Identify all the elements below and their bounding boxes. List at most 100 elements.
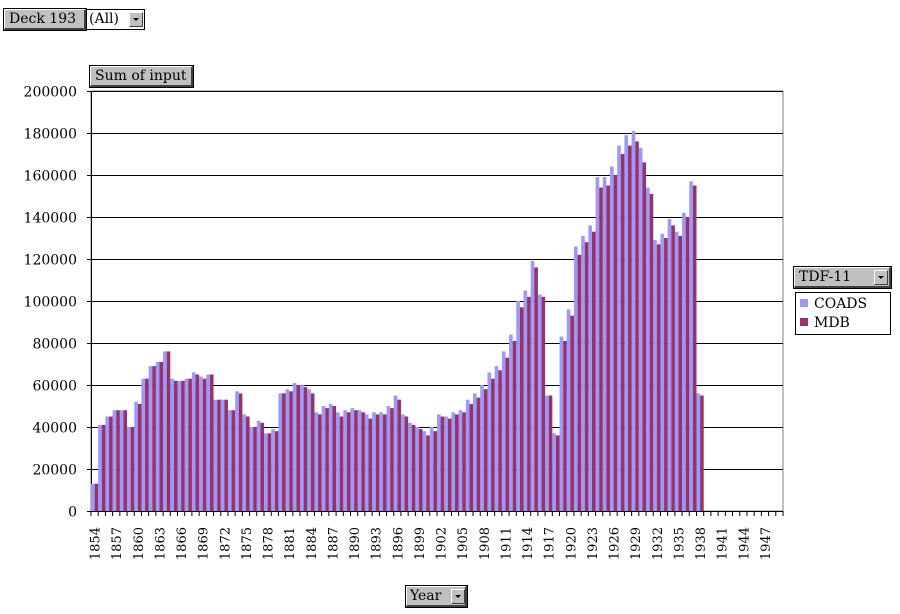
bar-mdb-1876 [253, 427, 257, 511]
bar-coads-1869 [199, 376, 203, 511]
bar-mdb-1887 [332, 406, 337, 511]
x-tick-label: 1932 [651, 527, 666, 560]
bar-coads-1920 [566, 309, 571, 511]
page-filter-value: (All) [89, 11, 119, 27]
bar-coads-1896 [393, 395, 398, 511]
y-tick-label: 160000 [24, 169, 77, 185]
bar-mdb-1882 [296, 385, 301, 511]
bar-coads-1871 [213, 399, 218, 511]
y-tick-label: 180000 [24, 127, 77, 143]
bar-coads-1921 [573, 246, 578, 511]
bar-mdb-1918 [555, 435, 560, 511]
bar-coads-1889 [343, 410, 347, 511]
bar-mdb-1866 [181, 380, 185, 511]
x-tick-label: 1869 [197, 527, 212, 560]
legend-item-coads: COADS [800, 296, 867, 312]
bar-mdb-1856 [109, 416, 113, 511]
bar-mdb-1855 [101, 424, 106, 511]
bar-coads-1923 [588, 225, 592, 511]
chevron-down-icon[interactable] [129, 12, 143, 27]
x-tick-label: 1863 [153, 527, 168, 560]
bar-mdb-1878 [267, 433, 272, 511]
x-tick-label: 1920 [564, 527, 579, 560]
bar-coads-1937 [689, 181, 693, 512]
bar-mdb-1896 [397, 399, 401, 511]
bar-coads-1913 [516, 301, 520, 511]
x-tick-label: 1860 [132, 527, 147, 560]
bar-mdb-1907 [476, 397, 481, 511]
bar-mdb-1938 [700, 395, 704, 511]
x-tick-label: 1866 [175, 527, 190, 560]
data-field-button[interactable]: Sum of input [89, 65, 194, 88]
bar-mdb-1930 [642, 162, 647, 511]
bar-coads-1905 [458, 410, 463, 511]
bar-mdb-1883 [303, 387, 308, 511]
bar-coads-1876 [249, 427, 254, 511]
bar-coads-1865 [170, 378, 174, 511]
bar-mdb-1910 [498, 370, 502, 511]
bar-coads-1882 [292, 382, 297, 511]
bar-coads-1874 [235, 391, 239, 511]
bar-coads-1883 [300, 385, 304, 511]
bar-coads-1938 [696, 393, 701, 511]
legend-swatch-coads [800, 299, 808, 307]
bar-mdb-1867 [188, 378, 192, 511]
x-tick-label: 1902 [435, 527, 450, 560]
bar-mdb-1859 [130, 427, 135, 511]
bar-mdb-1899 [418, 429, 423, 511]
bar-mdb-1890 [354, 410, 358, 511]
x-tick-label: 1890 [348, 527, 363, 560]
bar-coads-1932 [653, 240, 657, 511]
x-tick-label: 1896 [391, 527, 406, 560]
bar-mdb-1921 [577, 254, 582, 512]
series-field-label: TDF-11 [799, 269, 852, 285]
bar-coads-1878 [264, 433, 268, 511]
legend-label-mdb: MDB [814, 315, 850, 331]
x-tick-label: 1911 [499, 527, 514, 560]
bar-coads-1903 [444, 416, 448, 511]
x-tick-label: 1947 [759, 527, 774, 560]
bar-coads-1867 [184, 378, 189, 511]
bar-mdb-1904 [455, 414, 459, 511]
bar-coads-1919 [559, 336, 564, 511]
bar-mdb-1879 [274, 431, 279, 511]
bar-coads-1877 [256, 420, 261, 511]
y-tick-label: 100000 [24, 295, 77, 311]
bar-mdb-1892 [368, 418, 373, 511]
bar-coads-1888 [336, 412, 340, 511]
bar-coads-1890 [350, 408, 355, 511]
bar-mdb-1862 [152, 366, 156, 511]
bar-coads-1881 [285, 389, 290, 511]
bar-coads-1872 [220, 399, 225, 511]
bar-mdb-1906 [469, 403, 474, 511]
bar-coads-1895 [386, 406, 391, 511]
bar-coads-1898 [408, 422, 412, 511]
bar-mdb-1888 [339, 416, 344, 511]
bar-mdb-1903 [447, 418, 452, 511]
y-tick-label: 120000 [24, 253, 77, 269]
bar-mdb-1915 [534, 267, 538, 511]
bar-coads-1926 [610, 166, 614, 511]
category-field-dropdown[interactable]: Year [405, 585, 468, 608]
chevron-down-icon[interactable] [874, 270, 888, 285]
page-filter-dropdown[interactable]: (All) [86, 9, 145, 30]
x-tick-label: 1875 [240, 527, 255, 560]
bar-mdb-1875 [245, 416, 250, 511]
bar-coads-1873 [227, 410, 232, 511]
x-tick-label: 1887 [326, 527, 341, 560]
bar-mdb-1900 [426, 435, 430, 511]
bar-mdb-1858 [123, 410, 128, 511]
page-field-button[interactable]: Deck 193 [3, 8, 87, 31]
bar-mdb-1919 [563, 340, 567, 511]
chevron-down-icon[interactable] [451, 589, 465, 604]
bar-mdb-1873 [231, 410, 236, 511]
bar-coads-1922 [581, 235, 585, 511]
series-field-dropdown[interactable]: TDF-11 [793, 266, 892, 289]
x-tick-label: 1941 [716, 527, 731, 560]
bar-mdb-1869 [202, 378, 207, 511]
bar-mdb-1914 [527, 296, 531, 511]
bar-mdb-1928 [628, 145, 632, 511]
data-field-label: Sum of input [95, 68, 187, 84]
y-tick-label: 60000 [32, 379, 77, 395]
